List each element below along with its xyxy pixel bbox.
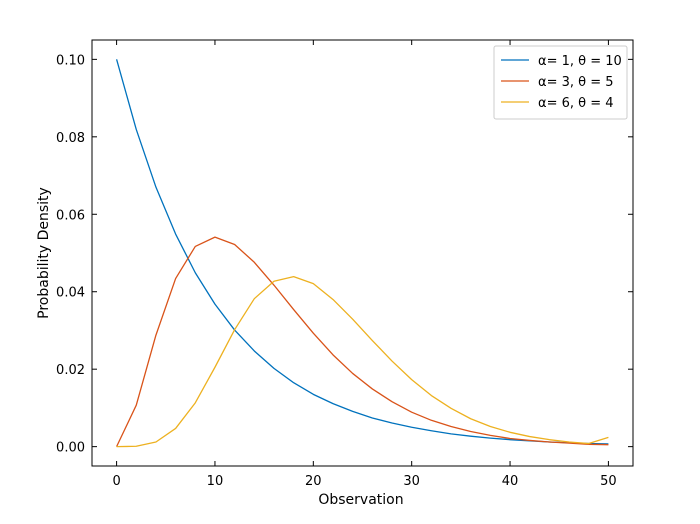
y-tick-label: 0.00 — [56, 441, 85, 456]
y-tick-label: 0.08 — [56, 131, 85, 146]
series-line-2 — [116, 236, 609, 447]
y-axis-label: Probability Density — [36, 187, 52, 319]
series-line-3 — [116, 275, 609, 448]
x-axis-label: Observation — [318, 492, 403, 508]
y-tick-label: 0.06 — [56, 208, 85, 223]
y-tick-label: 0.10 — [56, 53, 85, 68]
x-tick-label: 50 — [600, 474, 617, 489]
legend-label: α= 6, θ = 4 — [538, 96, 614, 111]
axes-frame — [91, 39, 634, 467]
legend-label: α= 1, θ = 10 — [538, 54, 622, 69]
x-tick-label: 20 — [305, 474, 322, 489]
x-tick-label: 40 — [502, 474, 519, 489]
legend-box — [493, 45, 628, 120]
y-tick-label: 0.02 — [56, 363, 85, 378]
x-tick-label: 30 — [403, 474, 420, 489]
x-tick-label: 10 — [207, 474, 224, 489]
x-tick-label: 0 — [112, 474, 120, 489]
y-tick-label: 0.04 — [56, 286, 85, 301]
plot-area: 0 10 20 30 40 50 0.00 0.02 0.04 0.06 0.08 0.10 — [56, 39, 634, 489]
legend: α= 1, θ = 10 α= 3, θ = 5 α= 6, θ = 4 — [493, 45, 628, 120]
legend-label: α= 3, θ = 5 — [538, 75, 614, 90]
